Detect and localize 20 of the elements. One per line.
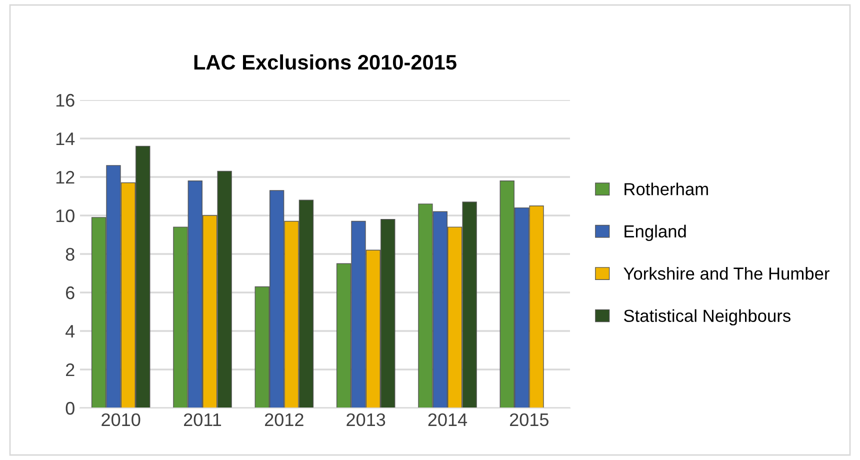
x-tick-label: 2011: [184, 413, 222, 426]
y-tick-label: 12: [56, 170, 74, 184]
y-tick-label: 0: [66, 402, 74, 415]
legend-label: Yorkshire and The Humber: [624, 267, 830, 280]
x-tick-label: 2014: [428, 413, 468, 426]
y-tick-label: 14: [56, 132, 75, 146]
x-tick-label: 2010: [102, 413, 140, 426]
legend-label: Rotherham: [624, 182, 708, 196]
y-tick-label: 8: [66, 248, 74, 261]
y-tick-label: 4: [66, 325, 75, 338]
y-tick-label: 16: [56, 94, 74, 107]
chart-title: LAC Exclusions 2010-2015: [194, 54, 456, 70]
x-tick-label: 2015: [510, 413, 548, 426]
y-tick-label: 2: [66, 363, 74, 376]
x-tick-label: 2012: [264, 413, 304, 426]
y-tick-label: 6: [66, 286, 74, 300]
legend-label: Statistical Neighbours: [624, 309, 790, 326]
legend-label: England: [624, 224, 686, 241]
y-tick-label: 10: [56, 209, 74, 222]
x-tick-label: 2013: [346, 413, 386, 426]
